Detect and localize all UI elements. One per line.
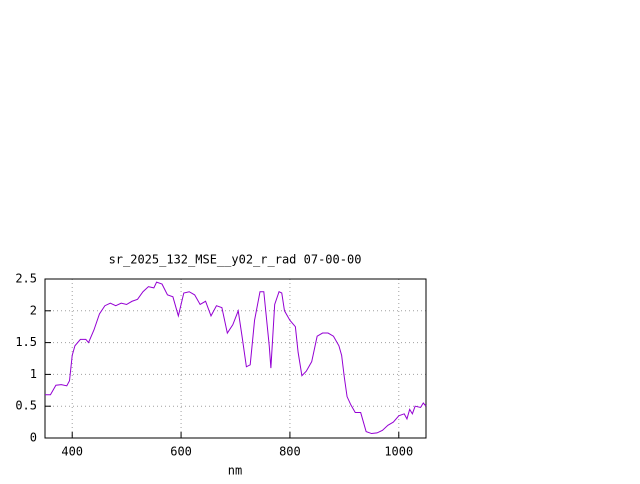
chart-title: sr_2025_132_MSE__y02_r_rad 07-00-00 bbox=[109, 253, 362, 267]
x-axis-label: nm bbox=[228, 464, 242, 478]
y-tick-label: 1.5 bbox=[15, 335, 37, 349]
y-tick-label: 2.5 bbox=[15, 272, 37, 286]
x-tick-label: 400 bbox=[61, 445, 83, 459]
y-tick-label: 0.5 bbox=[15, 399, 37, 413]
y-tick-label: 1 bbox=[30, 367, 37, 381]
data-line bbox=[45, 281, 427, 435]
x-tick-label: 800 bbox=[279, 445, 301, 459]
x-tick-label: 600 bbox=[170, 445, 192, 459]
x-tick-label: 1000 bbox=[384, 445, 413, 459]
y-tick-label: 2 bbox=[30, 303, 37, 317]
y-tick-label: 0 bbox=[30, 431, 37, 445]
plot-border bbox=[44, 278, 427, 439]
